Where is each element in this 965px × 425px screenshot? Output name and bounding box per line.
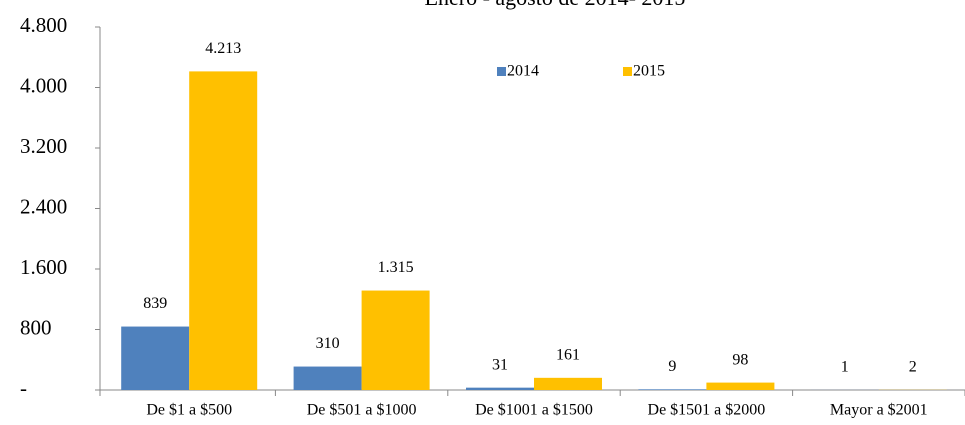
y-tick-label: 4.800 [20,13,67,37]
y-tick-label: 3.200 [20,134,67,158]
data-label: 2 [909,359,917,376]
bar [361,290,430,390]
y-tick-label: 1.600 [20,255,67,279]
x-tick-label: De $501 a $1000 [307,402,417,419]
data-label: 310 [316,335,340,352]
data-label: 161 [556,346,580,363]
chart-title: Enero - agosto de 2014- 2015 [425,0,686,10]
bar [189,71,258,390]
y-tick-label: 800 [20,315,52,339]
data-label: 98 [732,351,748,368]
legend-swatch [623,67,632,76]
x-tick-label: Mayor a $2001 [830,402,928,419]
x-tick-label: De $1001 a $1500 [475,402,593,419]
legend-label: 2014 [507,63,539,80]
bar [638,389,707,390]
bar [466,387,534,390]
legend-swatch [497,67,506,76]
bar [293,366,362,390]
data-label: 4.213 [205,40,241,57]
data-label: 9 [668,358,676,375]
data-label: 839 [143,295,167,312]
y-tick-label: 2.400 [20,194,67,218]
x-tick-label: De $1501 a $2000 [648,402,766,419]
data-label: 31 [492,356,508,373]
bar [534,377,602,390]
data-label: 1 [841,359,849,376]
x-tick-label: De $1 a $500 [146,402,232,419]
bar [706,382,775,390]
data-label: 1.315 [378,259,414,276]
legend-label: 2015 [633,63,665,80]
y-tick-label: - [20,376,27,400]
bar [121,326,190,390]
y-tick-label: 4.000 [20,73,67,97]
